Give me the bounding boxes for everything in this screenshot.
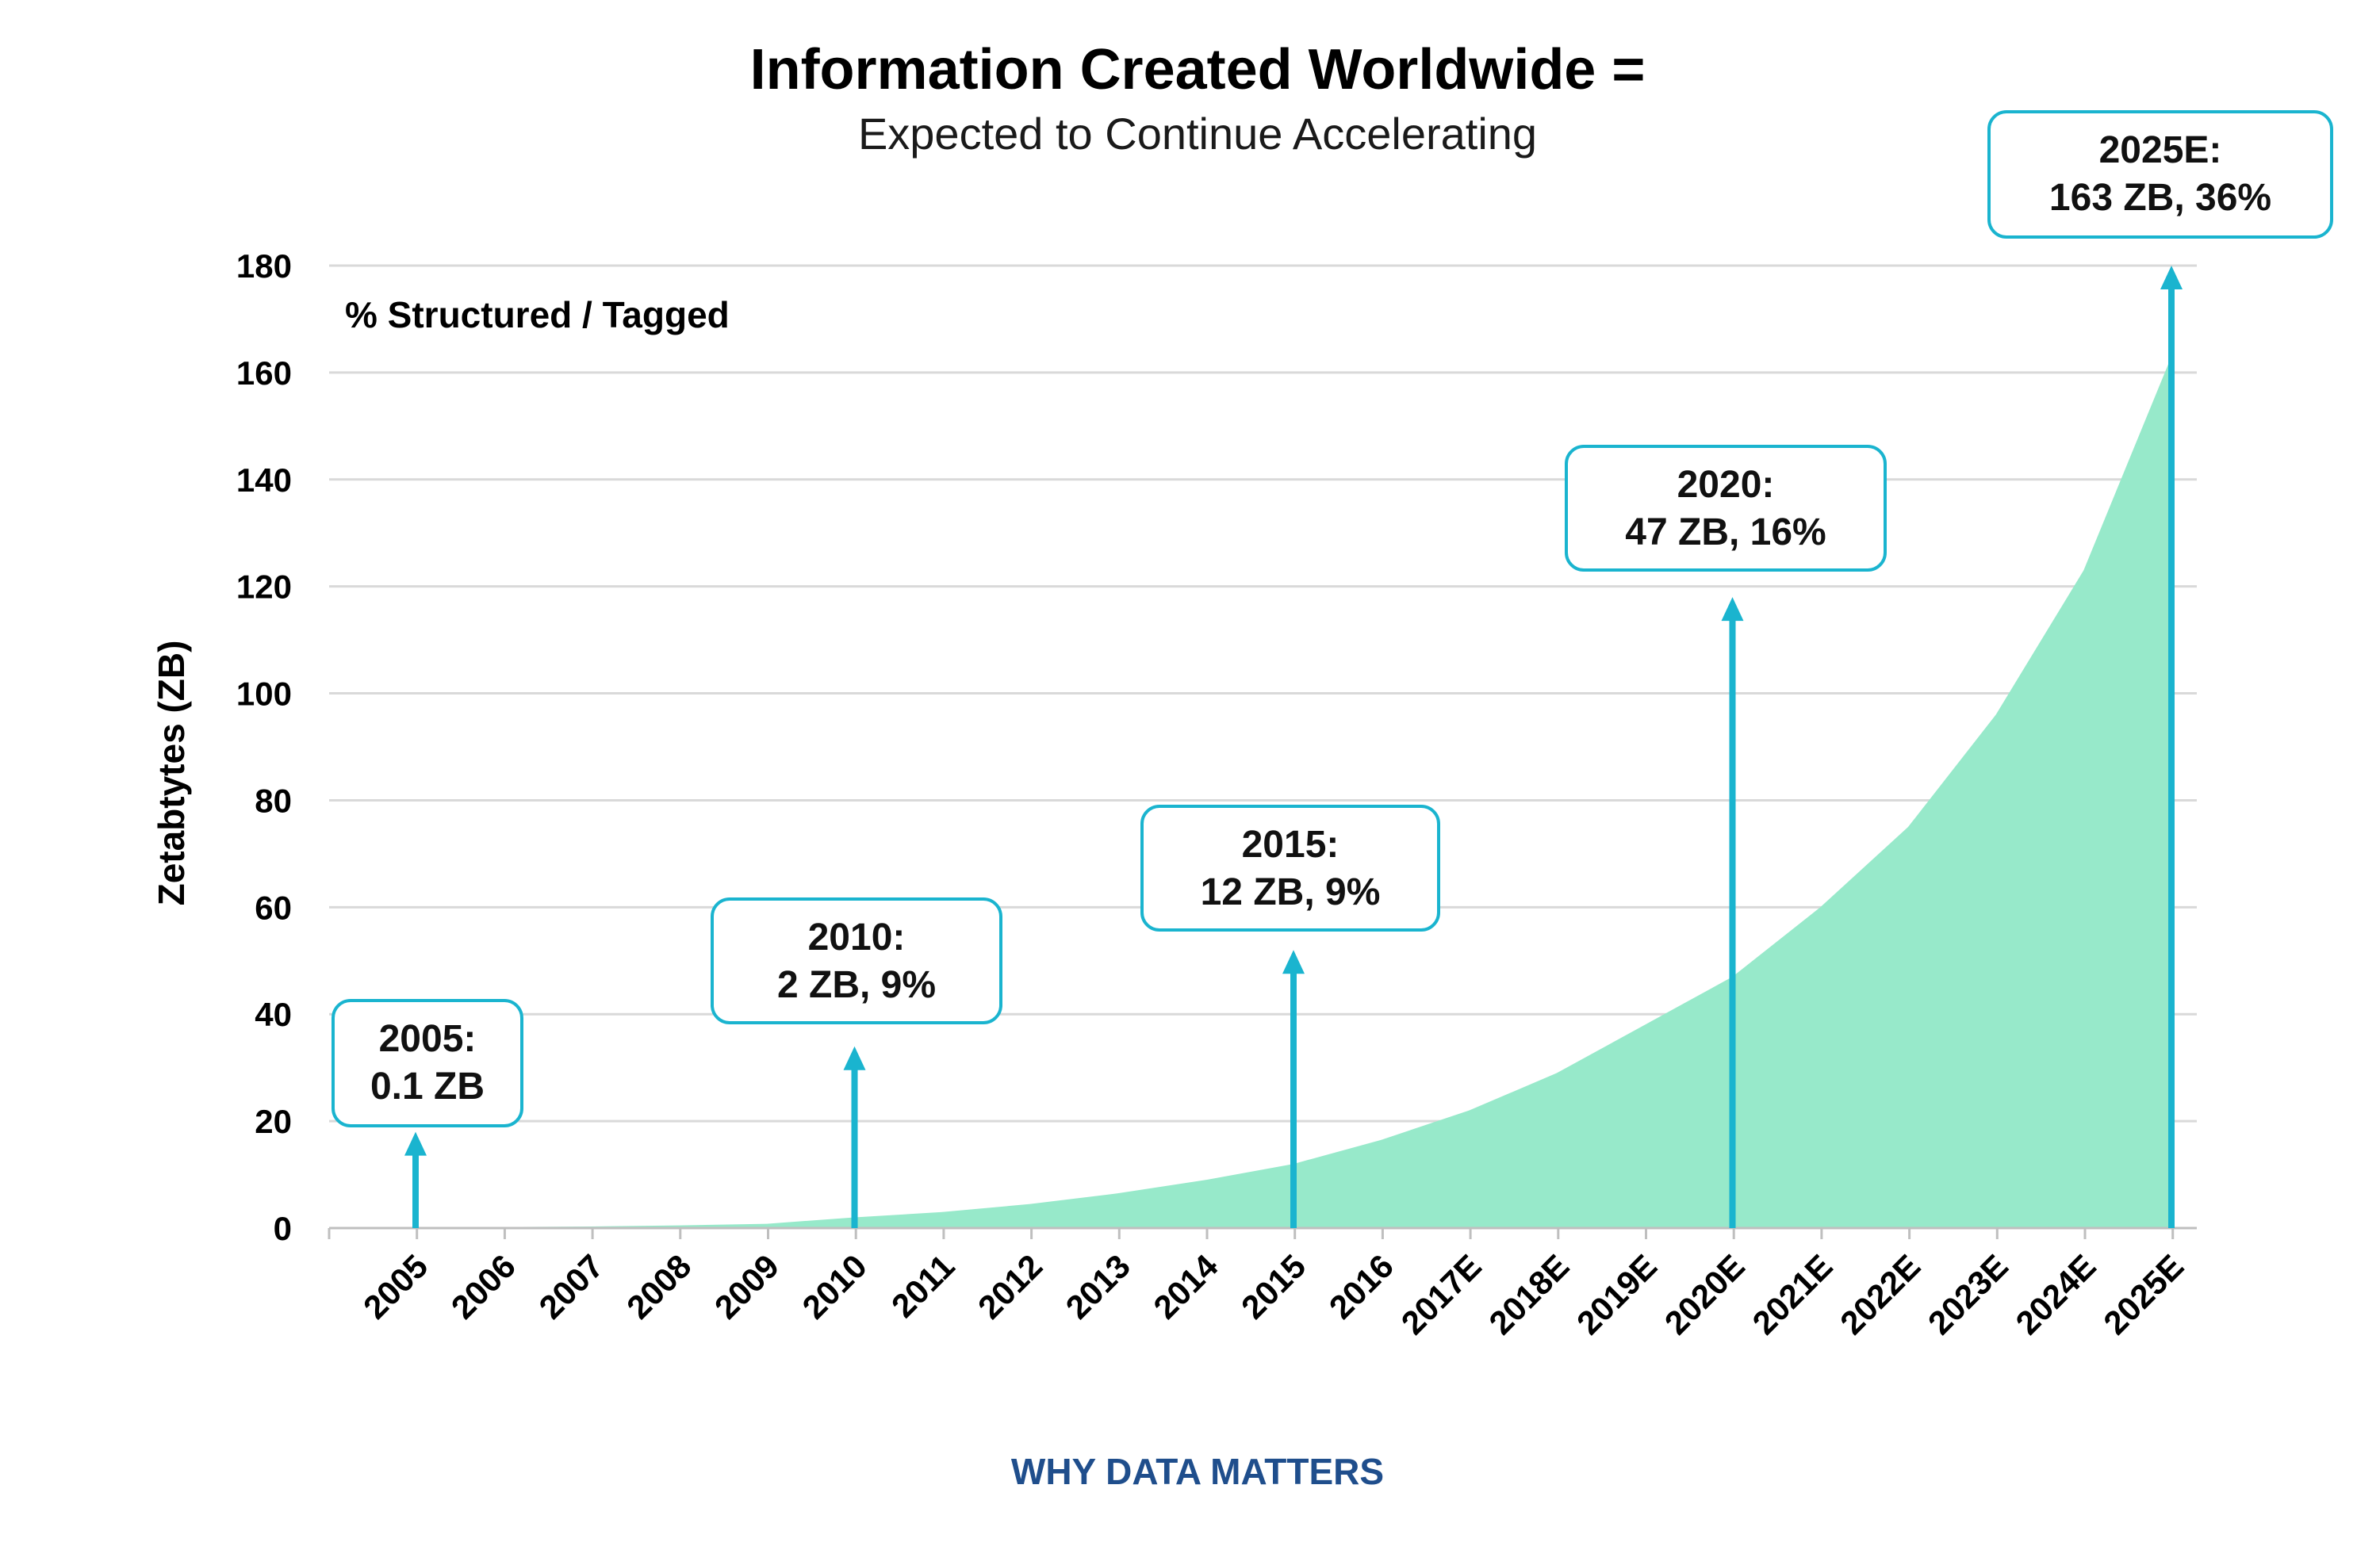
x-tick-label: 2005 xyxy=(356,1247,435,1326)
callout-line-1: 2020: xyxy=(1677,464,1775,506)
callout-box xyxy=(1565,445,1887,572)
x-tick-label: 2019E xyxy=(1569,1247,1664,1341)
callout-line-1: 2015: xyxy=(1242,824,1339,866)
callout: 2020: 47 ZB, 16% xyxy=(1565,445,1887,1228)
x-tick-label: 2020E xyxy=(1658,1247,1752,1341)
y-tick-label: 80 xyxy=(255,782,292,819)
callout-box xyxy=(332,999,523,1127)
callout-line-2: 2 ZB, 9% xyxy=(777,964,936,1006)
x-tick-label: 2009 xyxy=(707,1247,786,1326)
x-tick-label: 2014 xyxy=(1146,1247,1225,1326)
x-tick-label: 2006 xyxy=(444,1247,523,1326)
callout-line-2: 163 ZB, 36% xyxy=(2049,177,2271,219)
x-tick-label: 2025E xyxy=(2096,1247,2190,1341)
callout-line-2: 12 ZB, 9% xyxy=(1201,871,1381,913)
callout-arrowhead xyxy=(843,1046,866,1070)
callout: 2010: 2 ZB, 9% xyxy=(711,897,1002,1228)
x-tick-label: 2010 xyxy=(795,1247,874,1326)
x-tick-label: 2023E xyxy=(1921,1247,2015,1341)
chart-title: Information Created Worldwide = xyxy=(750,38,1646,101)
callout-arrowhead xyxy=(404,1131,427,1156)
y-tick-label: 180 xyxy=(236,247,292,285)
callout: 2005: 0.1 ZB xyxy=(332,999,523,1228)
x-tick-label: 2024E xyxy=(2009,1247,2103,1341)
callout-arrowhead xyxy=(2160,266,2183,289)
x-tick-label: 2021E xyxy=(1745,1247,1839,1341)
y-tick-label: 160 xyxy=(236,354,292,392)
y-tick-label: 40 xyxy=(255,996,292,1033)
y-tick-label: 60 xyxy=(255,889,292,926)
callout-box xyxy=(1987,110,2333,239)
callout-line-1: 2025E: xyxy=(2099,129,2222,171)
y-tick-label: 100 xyxy=(236,675,292,713)
structured-tagged-note: % Structured / Tagged xyxy=(345,294,730,335)
x-tick-label: 2013 xyxy=(1059,1247,1137,1326)
callout-line-1: 2010: xyxy=(808,917,906,959)
x-tick-label: 2018E xyxy=(1481,1247,1576,1341)
y-tick-label: 0 xyxy=(274,1210,292,1247)
x-tick-label: 2008 xyxy=(619,1247,698,1326)
callout-line-1: 2005: xyxy=(379,1018,477,1060)
x-tick-label: 2016 xyxy=(1322,1247,1401,1326)
callout-line-2: 47 ZB, 16% xyxy=(1625,511,1826,553)
y-tick-label: 140 xyxy=(236,461,292,499)
chart-subtitle: Expected to Continue Accelerating xyxy=(858,109,1537,159)
y-axis-label: Zetabtytes (ZB) xyxy=(151,641,192,906)
callout-box xyxy=(711,897,1002,1024)
callout: 2025E: 163 ZB, 36% xyxy=(1987,110,2333,1228)
y-tick-label: 120 xyxy=(236,568,292,606)
x-tick-label: 2012 xyxy=(971,1247,1049,1326)
callout-box xyxy=(1140,805,1440,932)
footer-text: WHY DATA MATTERS xyxy=(1011,1451,1384,1492)
callout: 2015: 12 ZB, 9% xyxy=(1140,805,1440,1228)
callout-arrowhead xyxy=(1721,597,1744,622)
x-tick-label: 2007 xyxy=(531,1247,610,1326)
x-tick-label: 2011 xyxy=(884,1247,962,1325)
x-tick-label: 2022E xyxy=(1833,1247,1927,1341)
x-tick-label: 2015 xyxy=(1234,1247,1313,1326)
callout-arrowhead xyxy=(1282,950,1305,974)
y-tick-label: 20 xyxy=(255,1103,292,1140)
axis-layer: 2005 2006 2007 2008 2009 2010 2011 2012 2013 2014… xyxy=(328,1226,2197,1341)
callout-line-2: 0.1 ZB xyxy=(370,1066,485,1108)
x-tick-label: 2017E xyxy=(1394,1247,1489,1341)
